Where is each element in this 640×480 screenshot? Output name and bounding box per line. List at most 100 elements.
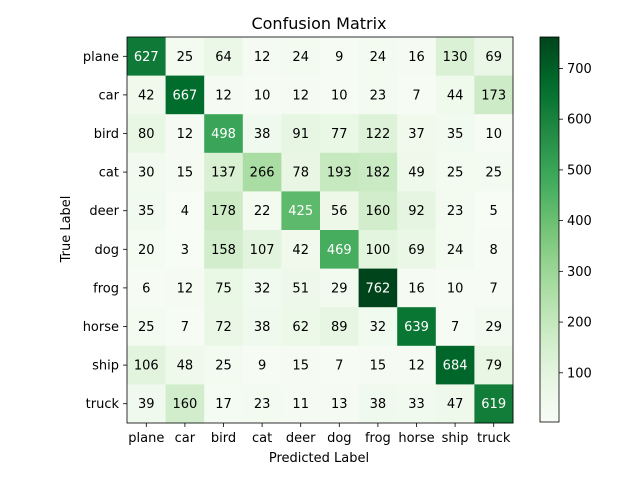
heatmap-cell-truck-ship [435,384,475,424]
heatmap-cell-cat-car [165,152,205,192]
heatmap-cell-bird-bird [204,114,244,154]
heatmap-cell-truck-horse [397,384,437,424]
cell-value-label: 160 [172,397,197,412]
heatmap-cell-dog-cat [242,230,282,270]
cell-value-label: 25 [177,50,194,65]
cell-value-label: 69 [408,243,425,258]
heatmap-cell-plane-truck [474,37,514,77]
cell-value-label: 15 [177,166,194,181]
cell-value-label: 4 [181,204,189,219]
heatmap-cell-truck-bird [204,384,244,424]
heatmap-cell-deer-plane [127,191,167,231]
heatmap-cell-cat-bird [204,152,244,192]
colorbar-tick-label: 300 [567,265,592,280]
cell-value-label: 762 [365,281,390,296]
cell-value-label: 12 [177,127,194,142]
cell-value-label: 173 [481,88,506,103]
colorbar [539,36,560,423]
heatmap-cell-plane-frog [358,37,398,77]
heatmap-cell-ship-plane [127,345,167,385]
heatmap-cell-truck-dog [320,384,360,424]
cell-value-label: 627 [134,50,159,65]
heatmap-cell-cat-dog [320,152,360,192]
cell-value-label: 158 [211,243,236,258]
cell-value-label: 23 [447,204,464,219]
heatmap-cell-dog-plane [127,230,167,270]
cell-value-label: 130 [443,50,468,65]
heatmap-cell-frog-truck [474,268,514,308]
heatmap-cell-frog-plane [127,268,167,308]
heatmap-cell-truck-truck [474,384,514,424]
heatmap-cell-car-truck [474,75,514,115]
cell-value-label: 30 [138,166,155,181]
cell-value-label: 10 [447,281,464,296]
heatmap-cell-horse-truck [474,307,514,347]
heatmap-cell-bird-frog [358,114,398,154]
cell-value-label: 29 [485,320,502,335]
colorbar-ticks: 100 200 300 400 500 600 700 [559,62,592,381]
x-axis-ticks: plane car bird cat deer dog frog horse ship truck [128,423,511,446]
heatmap-cell-horse-frog [358,307,398,347]
cell-value-label: 9 [258,359,266,374]
heatmap-cell-deer-ship [435,191,475,231]
cell-value-label: 79 [485,359,502,374]
x-tick-label-dog: dog [327,431,351,446]
heatmap-cell-deer-deer [281,191,321,231]
cell-value-label: 35 [138,204,155,219]
y-tick-label-frog: frog [93,281,119,296]
x-tick-label-frog: frog [365,431,391,446]
heatmap-cell-bird-plane [127,114,167,154]
cell-value-label: 33 [408,397,425,412]
cell-value-label: 137 [211,166,236,181]
heatmap-cell-horse-car [165,307,205,347]
heatmap-cell-ship-ship [435,345,475,385]
cell-value-label: 122 [365,127,390,142]
cell-value-label: 619 [481,397,506,412]
heatmap-cell-car-bird [204,75,244,115]
heatmap-cell-bird-deer [281,114,321,154]
colorbar-tick-label: 700 [567,62,592,77]
cell-value-label: 44 [447,88,464,103]
cell-value-label: 106 [134,359,159,374]
heatmap-cell-cat-deer [281,152,321,192]
heatmap-cell-frog-frog [358,268,398,308]
heatmap-cell-ship-horse [397,345,437,385]
heatmap-cell-frog-ship [435,268,475,308]
x-tick-label-cat: cat [252,431,272,446]
cell-value-label: 17 [215,397,232,412]
y-tick-label-bird: bird [94,127,119,142]
x-tick-label-ship: ship [442,431,469,446]
cell-value-label: 7 [490,281,498,296]
heatmap-cell-cat-plane [127,152,167,192]
heatmap-cell-bird-truck [474,114,514,154]
heatmap-cell-dog-truck [474,230,514,270]
heatmap-cell-plane-ship [435,37,475,77]
cell-value-label: 42 [292,243,309,258]
colorbar-tick-label: 500 [567,163,592,178]
heatmap-cell-ship-bird [204,345,244,385]
cell-value-label: 62 [292,320,309,335]
cell-value-label: 25 [215,359,232,374]
heatmap-cell-dog-dog [320,230,360,270]
x-axis-label: Predicted Label [269,451,369,466]
cell-value-label: 160 [365,204,390,219]
heatmap-cell-truck-deer [281,384,321,424]
heatmap-cell-cat-cat [242,152,282,192]
cell-value-label: 11 [292,397,309,412]
cell-value-label: 24 [447,243,464,258]
cell-value-label: 24 [370,50,387,65]
cell-value-label: 38 [254,320,271,335]
heatmap-cell-car-cat [242,75,282,115]
cell-value-label: 182 [365,166,390,181]
y-tick-label-plane: plane [83,50,119,65]
cell-value-label: 667 [172,88,197,103]
heatmap-cell-dog-ship [435,230,475,270]
cell-value-label: 16 [408,50,425,65]
cell-value-label: 16 [408,281,425,296]
y-axis-ticks: plane car bird cat deer dog frog horse ship truck [83,50,127,412]
cell-value-label: 9 [335,50,343,65]
heatmap-cell-car-horse [397,75,437,115]
colorbar-tick-label: 600 [567,113,592,128]
heatmap-cell-frog-bird [204,268,244,308]
y-tick-label-ship: ship [92,359,119,374]
